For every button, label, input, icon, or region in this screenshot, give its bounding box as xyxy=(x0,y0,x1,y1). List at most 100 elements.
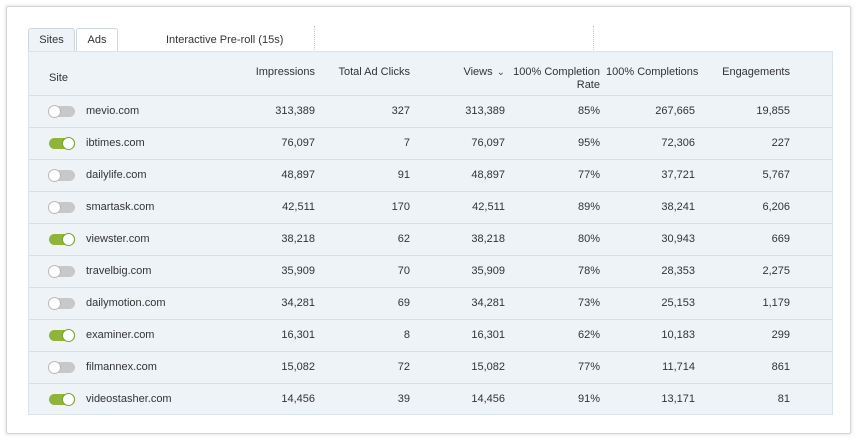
cell-impressions: 42,511 xyxy=(282,201,315,213)
cell-completions: 10,183 xyxy=(661,329,695,341)
cell-total-ad-clicks: 62 xyxy=(397,233,410,245)
cell-completion-rate: 95% xyxy=(577,137,600,149)
cell-completion-rate: 91% xyxy=(577,393,600,405)
site-enabled-toggle[interactable] xyxy=(49,233,75,246)
site-enabled-toggle[interactable] xyxy=(48,265,75,278)
cell-views: 76,097 xyxy=(471,137,505,149)
site-enabled-toggle[interactable] xyxy=(48,105,75,118)
cell-completion-rate: 89% xyxy=(577,201,600,213)
tab-interactive-preroll[interactable]: Interactive Pre-roll (15s) xyxy=(166,34,284,46)
cell-impressions: 35,909 xyxy=(281,265,315,277)
cell-site: smartask.com xyxy=(86,201,155,213)
column-divider xyxy=(593,26,594,52)
cell-completion-rate: 78% xyxy=(577,265,600,277)
cell-completions: 30,943 xyxy=(661,233,695,245)
cell-engagements: 227 xyxy=(771,137,790,149)
table-row: videostasher.com 14,456 39 14,456 91% 13,171 8… xyxy=(29,383,832,415)
cell-engagements: 6,206 xyxy=(762,201,790,213)
cell-completions: 25,153 xyxy=(661,297,695,309)
cell-completion-rate: 77% xyxy=(577,361,600,373)
cell-completion-rate: 73% xyxy=(577,297,600,309)
cell-site: dailylife.com xyxy=(86,169,147,181)
cell-views: 34,281 xyxy=(471,297,505,309)
cell-impressions: 76,097 xyxy=(281,137,315,149)
cell-views: 14,456 xyxy=(471,393,505,405)
col-header-engagements[interactable]: Engagements xyxy=(722,66,790,78)
cell-impressions: 34,281 xyxy=(281,297,315,309)
cell-views: 35,909 xyxy=(471,265,505,277)
toggle-knob xyxy=(48,361,61,374)
cell-views: 38,218 xyxy=(471,233,505,245)
cell-completion-rate: 80% xyxy=(577,233,600,245)
chevron-down-icon: ⌄ xyxy=(496,67,505,78)
toggle-knob xyxy=(48,201,61,214)
site-enabled-toggle[interactable] xyxy=(48,361,75,374)
col-header-completion-rate-line2: Rate xyxy=(576,79,600,91)
cell-engagements: 299 xyxy=(771,329,790,341)
cell-completion-rate: 62% xyxy=(577,329,600,341)
site-enabled-toggle[interactable] xyxy=(49,329,75,342)
tab-ads[interactable]: Ads xyxy=(76,28,118,52)
cell-views: 48,897 xyxy=(471,169,505,181)
cell-impressions: 313,389 xyxy=(275,105,315,117)
col-header-views-label: Views xyxy=(463,66,493,78)
cell-engagements: 669 xyxy=(771,233,790,245)
cell-completions: 267,665 xyxy=(655,105,695,117)
site-enabled-toggle[interactable] xyxy=(48,201,75,214)
cell-site: videostasher.com xyxy=(86,393,172,405)
sites-table: Site Impressions Total Ad Clicks Views ⌄ … xyxy=(28,51,833,415)
cell-completion-rate: 85% xyxy=(577,105,600,117)
cell-views: 15,082 xyxy=(471,361,505,373)
cell-completions: 28,353 xyxy=(661,265,695,277)
cell-impressions: 14,456 xyxy=(281,393,315,405)
col-header-completion-rate[interactable]: 100% Completion Rate xyxy=(509,66,600,92)
tab-sites[interactable]: Sites xyxy=(28,28,75,53)
cell-engagements: 861 xyxy=(771,361,790,373)
site-enabled-toggle[interactable] xyxy=(49,137,75,150)
table-row: mevio.com 313,389 327 313,389 85% 267,665 19,8… xyxy=(29,95,832,127)
cell-total-ad-clicks: 327 xyxy=(391,105,410,117)
table-header: Site Impressions Total Ad Clicks Views ⌄ … xyxy=(29,52,832,96)
col-header-impressions[interactable]: Impressions xyxy=(255,66,315,78)
cell-impressions: 16,301 xyxy=(281,329,315,341)
site-enabled-toggle[interactable] xyxy=(48,297,75,310)
cell-total-ad-clicks: 72 xyxy=(397,361,410,373)
col-header-views[interactable]: Views ⌄ xyxy=(429,66,505,79)
toggle-knob xyxy=(48,265,61,278)
cell-site: dailymotion.com xyxy=(86,297,166,309)
cell-impressions: 15,082 xyxy=(281,361,315,373)
cell-impressions: 38,218 xyxy=(281,233,315,245)
cell-completions: 72,306 xyxy=(661,137,695,149)
cell-views: 313,389 xyxy=(465,105,505,117)
toggle-knob xyxy=(62,233,75,246)
cell-engagements: 5,767 xyxy=(762,169,790,181)
cell-total-ad-clicks: 7 xyxy=(403,137,410,149)
cell-engagements: 1,179 xyxy=(762,297,790,309)
table-row: ibtimes.com 76,097 7 76,097 95% 72,306 227 xyxy=(29,127,832,159)
cell-total-ad-clicks: 8 xyxy=(403,329,410,341)
cell-site: mevio.com xyxy=(86,105,140,117)
cell-engagements: 19,855 xyxy=(756,105,790,117)
cell-site: viewster.com xyxy=(86,233,150,245)
col-header-completion-rate-line1: 100% Completion xyxy=(513,66,600,78)
col-header-site[interactable]: Site xyxy=(49,72,68,84)
cell-completions: 11,714 xyxy=(662,361,695,373)
toggle-knob xyxy=(48,169,61,182)
cell-completion-rate: 77% xyxy=(577,169,600,181)
site-enabled-toggle[interactable] xyxy=(49,393,75,406)
toggle-knob xyxy=(62,137,75,150)
cell-completions: 38,241 xyxy=(661,201,695,213)
cell-completions: 37,721 xyxy=(661,169,695,181)
cell-views: 16,301 xyxy=(471,329,505,341)
cell-completions: 13,171 xyxy=(661,393,695,405)
col-header-completions[interactable]: 100% Completions xyxy=(606,66,699,78)
cell-impressions: 48,897 xyxy=(281,169,315,181)
cell-site: filmannex.com xyxy=(86,361,157,373)
site-enabled-toggle[interactable] xyxy=(48,169,75,182)
cell-views: 42,511 xyxy=(472,201,505,213)
col-header-total-ad-clicks[interactable]: Total Ad Clicks xyxy=(338,66,410,78)
cell-engagements: 2,275 xyxy=(762,265,790,277)
cell-site: travelbig.com xyxy=(86,265,152,277)
table-row: viewster.com 38,218 62 38,218 80% 30,943 669 xyxy=(29,223,832,255)
cell-site: examiner.com xyxy=(86,329,155,341)
